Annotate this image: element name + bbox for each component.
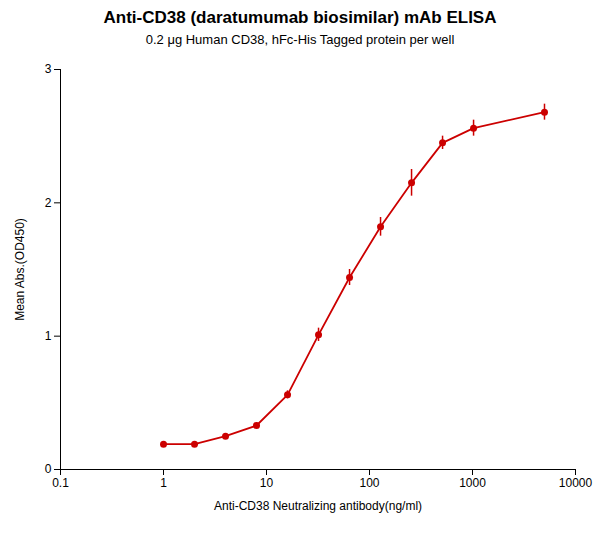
html-text:Anti-CD38 (daratumumab biosimi: Anti-CD38 (daratumumab biosimilar) mAb E…: [103, 8, 497, 27]
html-text:0.2 μg Human CD38, hFc-His Tag: 0.2 μg Human CD38, hFc-His Tagged protei…: [145, 32, 455, 47]
svg-text:1: 1: [160, 476, 167, 490]
svg-text:1: 1: [45, 329, 52, 343]
svg-text:100: 100: [359, 476, 379, 490]
svg-text:10000: 10000: [559, 476, 593, 490]
svg-text:0: 0: [45, 462, 52, 476]
svg-text:10: 10: [260, 476, 274, 490]
svg-text:0.1: 0.1: [52, 476, 69, 490]
svg-text:Mean Abs.(OD450): Mean Abs.(OD450): [13, 218, 27, 321]
svg-text:1000: 1000: [459, 476, 486, 490]
svg-text:2: 2: [45, 196, 52, 210]
svg-text:3: 3: [45, 62, 52, 76]
svg-text:Anti-CD38 Neutralizing antibod: Anti-CD38 Neutralizing antibody(ng/ml): [214, 499, 422, 513]
